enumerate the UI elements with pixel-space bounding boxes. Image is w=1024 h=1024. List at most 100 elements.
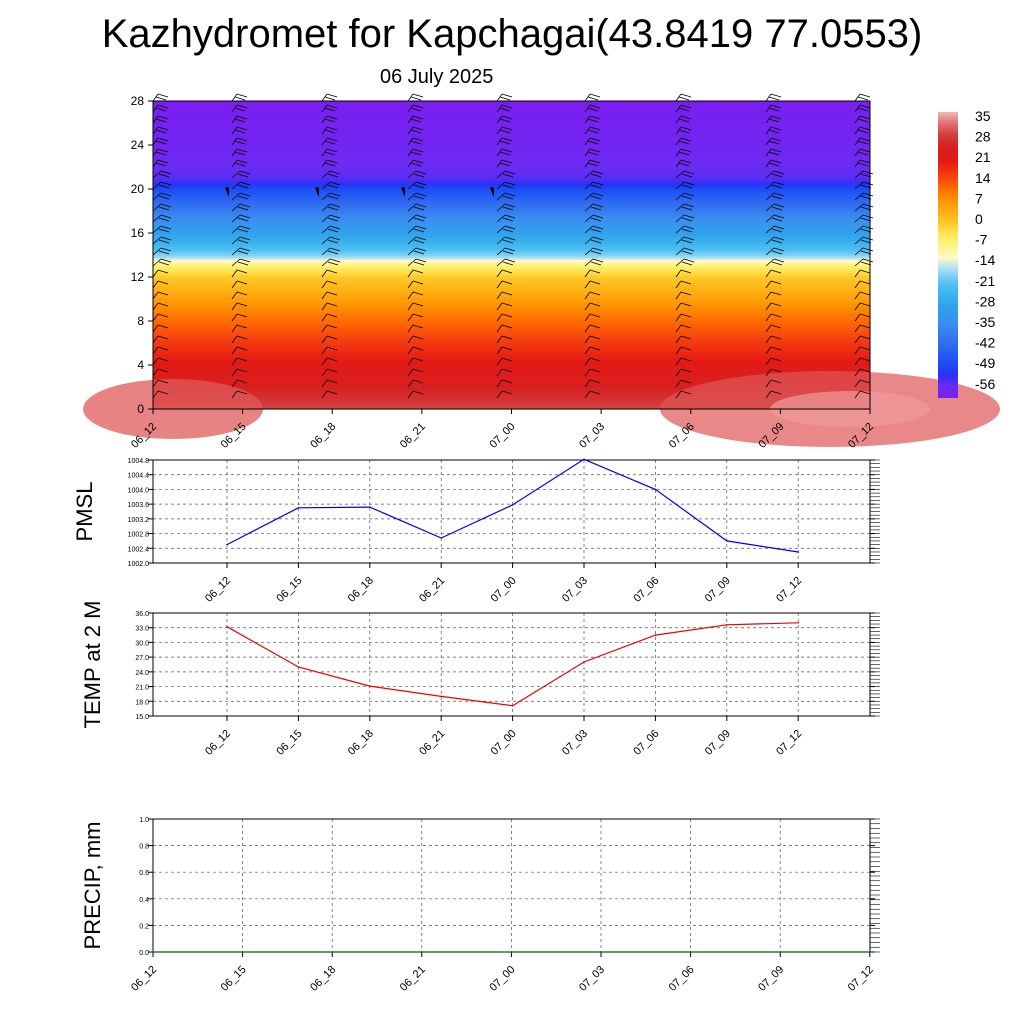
wind-barb [773,247,785,252]
wind-barb [501,291,513,296]
wind-barb [854,192,864,201]
wind-barb [326,148,338,153]
data-point [797,622,799,624]
wind-barb [589,379,601,384]
wind-barb [854,225,864,234]
wind-barb [412,346,424,351]
x-tick-label: 07_03 [577,421,607,451]
temperature-band [153,266,870,269]
wind-barb [854,236,864,245]
wind-barb [675,280,682,289]
wind-barb [502,217,514,222]
temperature-band [153,120,870,124]
wind-barb [860,195,872,200]
wind-barb [231,390,238,399]
wind-barb [152,335,159,344]
wind-barb [501,346,513,351]
wind-barb [590,173,602,178]
wind-barb [412,269,424,274]
temperature-band [153,393,870,397]
wind-barb [326,390,338,395]
chart-subtitle: 06 July 2025 [380,66,494,88]
wind-barb [157,269,169,274]
wind-barb [859,159,871,164]
wind-barb [157,126,169,131]
wind-barb [854,390,861,399]
data-point [600,951,602,953]
wind-barb [678,129,690,134]
wind-barb [231,335,238,344]
wind-barb [592,225,604,230]
wind-barb [231,137,238,146]
wind-barb [326,302,338,307]
wind-barb [680,104,692,109]
wind-barb [765,126,772,135]
temperature-band [153,281,870,285]
wind-barb [234,151,246,156]
temperature-band [153,134,870,137]
wind-barb [681,250,693,255]
temperature-band [153,151,870,155]
wind-barb [155,140,167,145]
y-tick-label: 1003.2 [128,517,150,524]
data-point [369,685,371,687]
wind-barb [407,93,414,102]
wind-barb [675,148,682,157]
temperature-band [153,290,870,293]
wind-barb [407,148,414,157]
wind-barb [327,195,339,200]
wind-barb [234,140,246,145]
wind-barb [329,181,341,186]
wind-barb [770,280,782,285]
wind-barb [770,379,782,384]
colorbar-label: -56 [975,376,995,392]
wind-barb [681,195,693,200]
wind-barb [501,368,513,373]
data-point [583,661,585,663]
temperature-band [153,369,870,373]
temperature-band [153,195,870,199]
wind-barb [152,357,159,366]
wind-barb [231,115,238,124]
wind-barb [407,269,414,278]
wind-barb [770,137,782,142]
wind-barb [501,137,513,142]
wind-barb [584,390,591,399]
y-tick-label: 1003.6 [128,502,150,509]
wind-barb [237,250,249,255]
data-point [226,625,228,628]
y-axis-title: TEMP at 2 M [80,601,105,729]
wind-barb [768,118,780,123]
temperature-band [153,191,870,194]
wind-barb [860,206,872,211]
wind-barb [157,137,169,142]
wind-barb [157,379,169,384]
y-tick-label: 0.4 [139,897,149,904]
wind-barb [326,346,338,351]
wind-barb [860,250,872,255]
wind-barb [239,192,251,197]
wind-barb [329,192,341,197]
wind-barb [589,148,601,153]
x-tick-label: 07_03 [560,728,590,758]
wind-barb [157,313,169,318]
wind-barb [859,357,871,362]
wind-barb [412,93,424,98]
wind-barb [765,280,772,289]
wind-barb [504,181,516,186]
wind-barb [155,107,167,112]
wind-barb [326,115,338,120]
data-point [511,504,514,506]
wind-barb [584,280,591,289]
wind-barb [152,115,159,124]
wind-barb [407,137,414,146]
wind-barb [771,217,783,222]
wind-barb [234,162,246,167]
wind-barb [412,148,424,153]
wind-barb [589,280,601,285]
wind-barb [859,104,871,109]
wind-barb [501,335,513,340]
wind-pennant [225,187,229,198]
wind-barb [501,357,513,362]
